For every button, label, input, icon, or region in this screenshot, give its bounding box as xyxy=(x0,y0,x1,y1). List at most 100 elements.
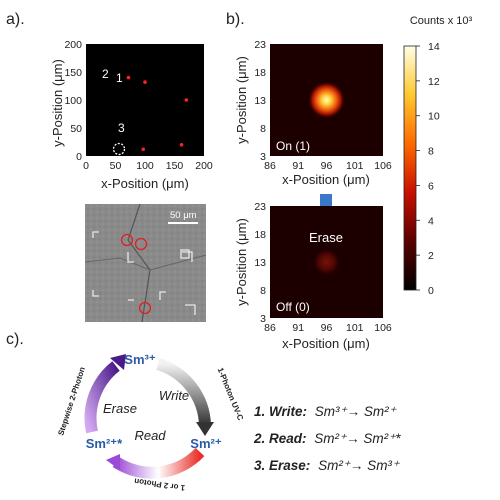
scatter-xtick: 150 xyxy=(166,160,184,172)
heatmap-off-xlabel: x-Position (μm) xyxy=(282,336,370,351)
scatter-ticks: 0 50 100 150 200 0 50 100 150 200 xyxy=(64,39,212,172)
heatmap-off-ylabel: y-Position (μm) xyxy=(234,218,249,306)
heatmap-on-xlabel: x-Position (μm) xyxy=(282,172,370,187)
heatmap-ytick: 18 xyxy=(254,67,266,79)
heatmap-xtick: 101 xyxy=(346,160,364,172)
scatter-ylabel: y-Position (μm) xyxy=(50,59,65,147)
heatmap-off-ticks: 86 91 96 101 106 23 18 13 8 3 xyxy=(254,201,392,334)
erase-arrowhead xyxy=(110,354,126,370)
step-3-num: 3. Erase: xyxy=(254,458,310,473)
step-2: 2. Read: Sm²⁺→ Sm²⁺* xyxy=(253,431,401,446)
heatmap-on-ticks: 86 91 96 101 106 23 18 13 8 3 xyxy=(254,39,392,172)
colorbar-tick-label: 8 xyxy=(428,146,434,158)
heatmap-xtick: 91 xyxy=(292,322,304,334)
scatter-xtick: 100 xyxy=(136,160,154,172)
heatmap-xtick: 106 xyxy=(374,322,392,334)
cycle-diagram: Sm³⁺ Sm²⁺ Sm²⁺* Write Read Erase 1-Photo… xyxy=(56,352,245,492)
sm3-label: Sm³⁺ xyxy=(124,352,156,367)
scatter-xtick: 50 xyxy=(110,160,122,172)
scatter-point xyxy=(179,143,184,147)
steps-list: 1. Write: Sm³⁺→ Sm²⁺ 2. Read: Sm²⁺→ Sm²⁺… xyxy=(253,404,401,473)
step-1-text: Sm³⁺→ Sm²⁺ xyxy=(315,404,397,419)
heatmap-xtick: 101 xyxy=(346,322,364,334)
heatmap-on-ylabel: y-Position (μm) xyxy=(234,56,249,144)
scatter-plot: 0 50 100 150 200 0 50 100 150 200 2 1 3 y-Positio… xyxy=(50,39,213,191)
sem-image: 50 μm xyxy=(84,203,207,323)
erase-arrow-label: Erase xyxy=(309,230,343,245)
heatmap-off-spot xyxy=(312,248,341,276)
arc-erase-label: Stepwise 2-Photon xyxy=(56,366,87,437)
panel-a-letter: a). xyxy=(6,11,25,28)
point-label-3: 3 xyxy=(118,121,125,135)
point-label-2: 2 xyxy=(102,67,109,81)
write-arc xyxy=(156,358,211,426)
scatter-xtick: 200 xyxy=(195,160,213,172)
heatmap-xtick: 106 xyxy=(374,160,392,172)
heatmap-ytick: 23 xyxy=(254,201,266,213)
colorbar: Counts x 10³ 14 12 10 8 6 4 2 0 xyxy=(403,15,473,297)
colorbar-tick-label: 4 xyxy=(428,215,434,227)
scatter-point xyxy=(126,75,131,80)
read-arrowhead xyxy=(106,454,120,470)
step-3: 3. Erase: Sm²⁺→ Sm³⁺ xyxy=(254,458,400,473)
heatmap-xtick: 96 xyxy=(321,322,333,334)
scatter-points xyxy=(126,75,189,152)
sem-highlight-3 xyxy=(138,301,152,315)
step-1: 1. Write: Sm³⁺→ Sm²⁺ xyxy=(254,404,397,419)
colorbar-tick-label: 10 xyxy=(428,111,440,123)
heatmap-ytick: 18 xyxy=(254,229,266,241)
sem-crack xyxy=(84,254,207,271)
heatmap-on-spot xyxy=(308,82,345,118)
heatmap-ytick: 3 xyxy=(260,151,266,163)
panel-b-letter: b). xyxy=(226,11,245,28)
sem-highlight-2 xyxy=(134,237,148,251)
scatter-point xyxy=(141,147,146,152)
erase-arc xyxy=(84,361,120,434)
read-label: Read xyxy=(134,428,166,443)
heatmap-xtick: 96 xyxy=(321,160,333,172)
heatmap-ytick: 8 xyxy=(260,123,266,135)
colorbar-ticks: 14 12 10 8 6 4 2 0 xyxy=(416,41,440,297)
point-label-1: 1 xyxy=(116,71,123,85)
step-2-text: Sm²⁺→ Sm²⁺* xyxy=(314,431,401,446)
sm2ex-label: Sm²⁺* xyxy=(86,436,123,451)
write-arrowhead xyxy=(196,422,214,436)
erase-arrow-shaft xyxy=(320,194,332,208)
heatmap-off: Erase Off (0) 86 91 96 101 106 23 18 13 8 3 y-Pos… xyxy=(234,201,392,351)
sem-scalebar-label: 50 μm xyxy=(170,210,197,221)
sem-crack xyxy=(127,203,151,323)
colorbar-tick-label: 6 xyxy=(428,180,434,192)
sem-markers xyxy=(92,231,196,315)
scatter-ytick: 100 xyxy=(64,95,82,107)
panel-c-letter: c). xyxy=(6,331,24,348)
point-3-circle xyxy=(112,142,126,156)
colorbar-tick-label: 12 xyxy=(428,76,440,88)
arc-read-label: 1 or 2 Photon xyxy=(134,476,186,492)
scatter-ytick: 200 xyxy=(64,39,82,51)
heatmap-ytick: 13 xyxy=(254,257,266,269)
scatter-ytick: 150 xyxy=(64,67,82,79)
colorbar-tick-label: 0 xyxy=(428,285,434,297)
heatmap-ytick: 8 xyxy=(260,285,266,297)
sm2-label: Sm²⁺ xyxy=(190,436,222,451)
step-3-text: Sm²⁺→ Sm³⁺ xyxy=(318,458,400,473)
sem-highlight-1 xyxy=(120,233,134,247)
scatter-ytick: 50 xyxy=(70,123,82,135)
colorbar-title: Counts x 10³ xyxy=(410,15,473,27)
colorbar-gradient xyxy=(403,45,417,291)
scatter-point xyxy=(184,98,189,102)
arc-uvc-label: 1-Photon UV-C xyxy=(216,366,245,421)
heatmap-ytick: 3 xyxy=(260,313,266,325)
heatmap-xtick: 86 xyxy=(264,322,276,334)
read-arc xyxy=(112,447,205,479)
scatter-point xyxy=(143,80,147,84)
write-label: Write xyxy=(159,388,189,403)
heatmap-on-state: On (1) xyxy=(276,139,310,153)
heatmap-xtick: 86 xyxy=(264,160,276,172)
scatter-xlabel: x-Position (μm) xyxy=(101,176,189,191)
colorbar-tick-label: 14 xyxy=(428,41,440,53)
heatmap-xtick: 91 xyxy=(292,160,304,172)
sem-scalebar xyxy=(168,222,198,224)
